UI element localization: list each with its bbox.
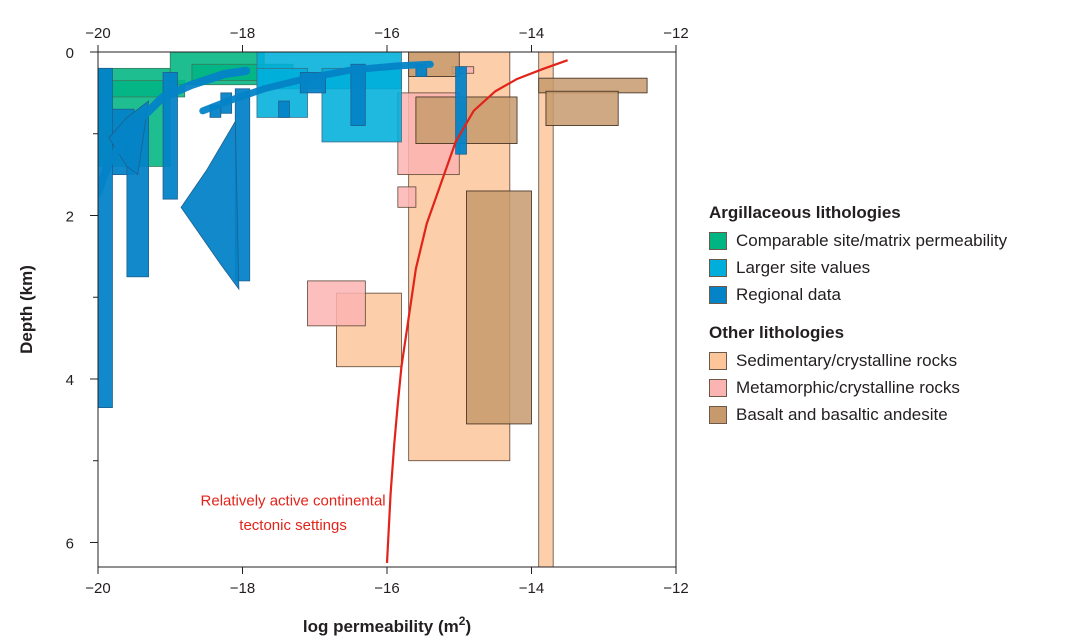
x-tick-label-bottom-2: −16 (374, 580, 399, 597)
legend-swatch-comparable (709, 231, 727, 250)
legend-item-larger: Larger site values (709, 254, 1007, 281)
legend-swatch-sedimentary (709, 351, 727, 370)
legend-label-larger: Larger site values (736, 257, 871, 277)
legend-label-basalt: Basalt and basaltic andesite (736, 404, 948, 424)
box-basalt-17 (538, 77, 648, 94)
box-sedimentary-1 (538, 52, 554, 567)
wedge-regional-1 (180, 120, 240, 291)
box-basalt-18 (545, 90, 619, 126)
legend: Argillaceous lithologies Comparable site… (709, 202, 1007, 428)
x-axis-title: log permeability (m2) (303, 614, 471, 636)
legend-heading-other: Other lithologies (709, 323, 845, 342)
box-regional-19 (98, 67, 113, 408)
box-regional-22 (162, 72, 178, 200)
axes: −20 −20 −18 −18 −16 −16 −14 −14 −12 −12 0 2 4 6 (66, 25, 689, 597)
legend-swatch-metamorphic (709, 378, 727, 397)
legend-label-regional: Regional data (736, 284, 841, 304)
x-tick-label-bottom-1: −18 (230, 580, 255, 597)
x-tick-label-bottom-0: −20 (85, 580, 110, 597)
legend-heading-argillaceous: Argillaceous lithologies (709, 203, 901, 222)
plot-marks (98, 52, 648, 567)
box-regional-26 (278, 100, 290, 118)
x-tick-label-top-3: −14 (519, 25, 544, 42)
y-tick-label-3: 6 (66, 535, 74, 552)
legend-label-sedimentary: Sedimentary/crystalline rocks (736, 350, 958, 370)
legend-swatch-regional (709, 285, 727, 304)
box-metamorphic-5 (397, 186, 417, 208)
legend-label-metamorphic: Metamorphic/crystalline rocks (736, 377, 960, 397)
x-tick-label-top-0: −20 (85, 25, 110, 42)
x-tick-label-top-4: −12 (663, 25, 688, 42)
legend-item-comparable: Comparable site/matrix permeability (709, 227, 1007, 254)
box-regional-28 (350, 63, 366, 126)
box-basalt-16 (466, 190, 532, 425)
active-tectonic-curve (385, 59, 568, 563)
legend-swatch-larger (709, 258, 727, 277)
legend-label-comparable: Comparable site/matrix permeability (736, 230, 1008, 250)
annotation-line-1: Relatively active continental (201, 493, 386, 510)
legend-swatch-basalt (709, 405, 727, 424)
box-metamorphic-3 (307, 280, 366, 327)
trend-band-1 (199, 60, 434, 115)
annotation-line-2: tectonic settings (239, 517, 347, 534)
legend-item-metamorphic: Metamorphic/crystalline rocks (709, 374, 1007, 401)
box-regional-30 (455, 66, 467, 155)
trend-band-0 (98, 66, 251, 197)
legend-item-sedimentary: Sedimentary/crystalline rocks (709, 347, 1007, 374)
y-tick-label-2: 4 (66, 372, 74, 389)
x-tick-label-bottom-3: −14 (519, 580, 544, 597)
y-axis-title: Depth (km) (17, 265, 36, 354)
y-tick-label-1: 2 (66, 208, 74, 225)
x-tick-label-top-2: −16 (374, 25, 399, 42)
curve-layer (385, 59, 568, 563)
legend-item-regional: Regional data (709, 281, 1007, 308)
y-tick-label-0: 0 (66, 45, 74, 62)
x-tick-label-top-1: −18 (230, 25, 255, 42)
x-tick-label-bottom-4: −12 (663, 580, 688, 597)
legend-item-basalt: Basalt and basaltic andesite (709, 401, 1007, 428)
